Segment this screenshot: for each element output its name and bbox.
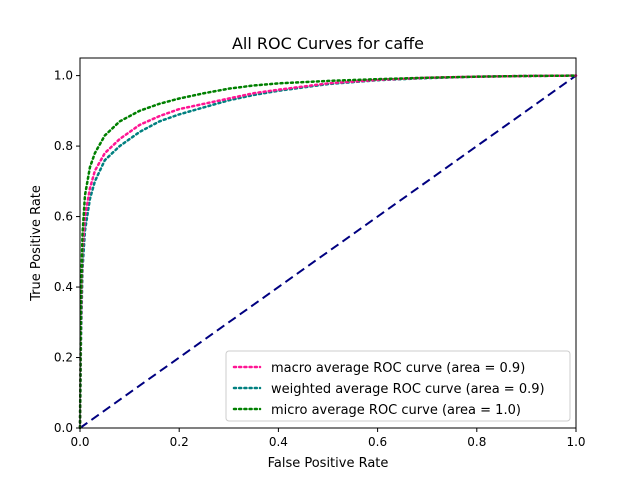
chart-title: All ROC Curves for caffe [232,34,424,53]
series-layer [78,74,578,430]
legend: macro average ROC curve (area = 0.9) weig… [225,350,571,422]
x-tick-label: 0.6 [368,435,387,449]
x-tick-label: 0.0 [70,435,89,449]
x-axis-label: False Positive Rate [268,456,389,471]
legend-label: macro average ROC curve (area = 0.9) [271,361,525,376]
y-axis-label: True Positive Rate [29,185,44,302]
legend-label: micro average ROC curve (area = 1.0) [271,403,521,418]
x-tick-label: 0.8 [467,435,486,449]
y-tick-label: 0.6 [54,210,73,224]
plot-frame [79,57,577,429]
x-axis: 0.0 0.2 0.4 0.6 0.8 1.0 [70,428,586,449]
y-axis: 0.0 0.2 0.4 0.6 0.8 1.0 [54,69,80,435]
chance-diagonal-line [79,74,577,429]
legend-box [225,350,571,422]
y-tick-label: 0.0 [54,421,73,435]
y-tick-label: 0.2 [54,351,73,365]
y-tick-label: 0.8 [54,139,73,153]
x-tick-label: 1.0 [566,435,585,449]
legend-label: weighted average ROC curve (area = 0.9) [271,382,545,397]
y-tick-label: 0.4 [54,280,73,294]
y-tick-label: 1.0 [54,69,73,83]
series-line-micro-average [78,74,578,430]
plot-area [78,57,578,430]
x-tick-label: 0.2 [170,435,189,449]
x-tick-label: 0.4 [269,435,288,449]
